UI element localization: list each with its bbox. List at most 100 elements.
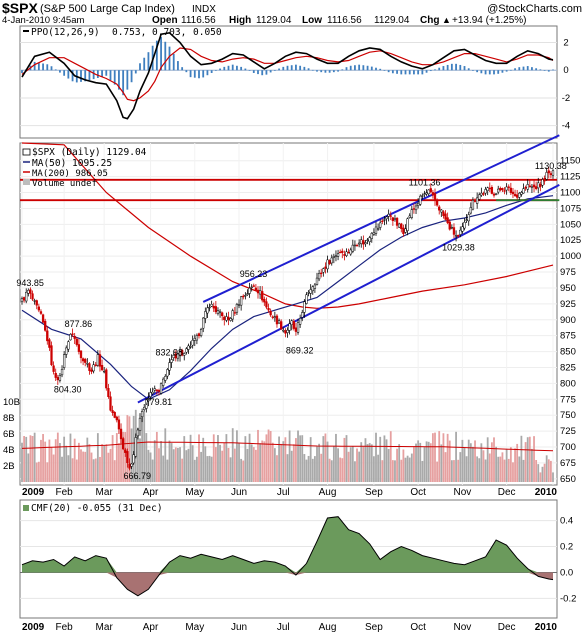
volume-bar (332, 446, 335, 482)
candle-body (402, 227, 405, 235)
candle-body (431, 192, 435, 196)
volume-bar (547, 459, 550, 482)
ppo-histogram-bar (307, 68, 310, 71)
volume-bar (122, 431, 125, 482)
candle-body (294, 327, 298, 332)
volume-bar (147, 449, 150, 482)
candle-body (54, 372, 57, 378)
volume-bar (229, 457, 232, 482)
candle-body (75, 338, 78, 345)
candle-body (435, 199, 439, 206)
candle-body (471, 200, 475, 210)
volume-bar (82, 451, 85, 482)
candle-body (199, 329, 203, 336)
candle-body (277, 320, 281, 324)
candle-body (126, 451, 129, 464)
volume-bar (115, 433, 118, 482)
volume-bar (354, 461, 356, 482)
candle-body (490, 187, 494, 194)
candle-body (136, 429, 140, 437)
candle-body (256, 289, 260, 294)
candle-body (522, 188, 525, 194)
volume-bar (132, 415, 135, 482)
candle-body (206, 307, 209, 314)
candle-body (501, 188, 504, 191)
price-tick-label: 1050 (560, 219, 581, 230)
ppo-histogram-bar (118, 70, 120, 90)
x-axis-label: Apr (143, 487, 159, 498)
ppo-histogram-bar (109, 70, 112, 81)
volume-bar (181, 458, 184, 482)
ppo-histogram-bar (358, 64, 361, 71)
volume-bar (267, 429, 270, 482)
volume-bar (269, 431, 272, 482)
volume-bar (335, 433, 337, 482)
candle-body (370, 233, 373, 239)
candle-body (271, 316, 274, 318)
candle-body (488, 187, 491, 190)
candle-body (465, 219, 468, 221)
ppo-histogram-bar (189, 70, 192, 78)
high-value: 1129.04 (256, 15, 292, 26)
volume-bar (528, 436, 531, 482)
candle-body (505, 186, 508, 191)
ppo-histogram-bar (244, 68, 247, 71)
candle-body (140, 411, 144, 418)
volume-bar (385, 439, 388, 482)
ppo-histogram-bar (286, 65, 289, 71)
cmf-legend-label: CMF(20) -0.055 (31 Dec) (31, 503, 163, 514)
candle-body (391, 217, 395, 222)
ppo-histogram-bar (505, 70, 508, 72)
ppo-histogram-bar (278, 68, 280, 71)
candle-body (541, 179, 544, 186)
candle-body (111, 410, 114, 413)
candle-body (322, 268, 325, 273)
ppo-histogram-bar (362, 65, 365, 71)
candle-body (520, 192, 523, 195)
symbol-name: (S&P 500 Large Cap Index) (40, 3, 175, 15)
candle-body (37, 306, 41, 311)
candle-body (65, 347, 68, 355)
ppo-histogram-bar (236, 65, 238, 71)
ppo-histogram-bar (21, 70, 23, 73)
ppo-histogram-bar (261, 70, 264, 76)
volume-bar (99, 456, 101, 482)
volume-bar (421, 460, 424, 482)
price-annotation-label: 779.81 (145, 397, 173, 407)
volume-bar (242, 460, 245, 482)
volume-bar (63, 436, 66, 482)
candle-body (416, 203, 420, 206)
candle-body (29, 289, 32, 294)
candle-body (419, 195, 422, 205)
ppo-signal-line (21, 47, 554, 102)
ppo-histogram-bar (526, 66, 529, 71)
ppo-histogram-bar (160, 36, 162, 71)
volume-bar (389, 431, 392, 482)
ppo-histogram-bar (552, 69, 554, 71)
volume-bar (172, 449, 175, 482)
cmf-tick-label: 0.0 (560, 567, 573, 578)
volume-bar (103, 445, 106, 482)
volume-bar (174, 447, 177, 482)
volume-bar (372, 456, 375, 482)
candle-body (208, 306, 211, 309)
price-tick-label: 775 (560, 394, 576, 405)
volume-bar (339, 457, 342, 482)
candle-body (191, 339, 194, 346)
candle-body (528, 185, 531, 187)
ppo-histogram-bar (265, 70, 268, 75)
candle-body (88, 363, 91, 371)
volume-bar (370, 444, 373, 482)
chg-value: +13.94 (+1.25%) (452, 15, 527, 26)
open-label: Open (152, 15, 178, 26)
volume-bar (324, 433, 327, 482)
candle-body (233, 312, 236, 314)
header-date: 4-Jan-2010 9:45am (2, 15, 84, 26)
volume-bar (495, 446, 498, 482)
volume-bar (27, 453, 30, 482)
ppo-histogram-bar (130, 70, 133, 83)
volume-tick-label: 6B (3, 429, 15, 440)
volume-bar (46, 462, 49, 482)
cmf-tick-label: 0.4 (560, 516, 573, 527)
volume-bar (518, 456, 521, 482)
